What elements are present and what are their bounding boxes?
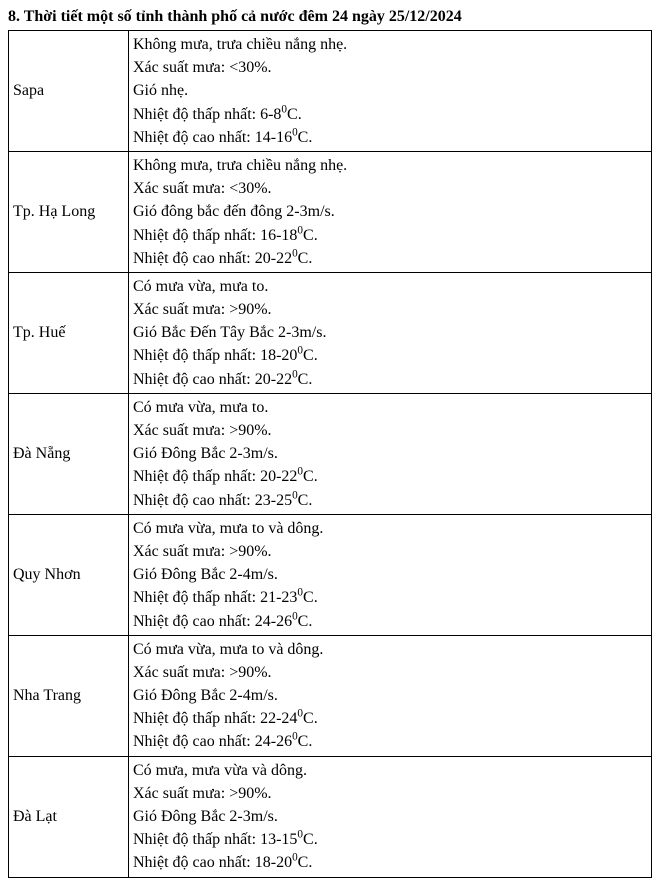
city-cell: Đà Nẵng xyxy=(9,393,129,514)
table-row: Nha TrangCó mưa vừa, mưa to và dông.Xác … xyxy=(9,635,652,756)
precip-line: Xác suất mưa: >90%. xyxy=(133,540,647,563)
city-cell: Tp. Hạ Long xyxy=(9,151,129,272)
city-cell: Quy Nhơn xyxy=(9,514,129,635)
wind-line: Gió Đông Bắc 2-3m/s. xyxy=(133,442,647,465)
precip-line: Xác suất mưa: <30%. xyxy=(133,177,647,200)
precip-line: Xác suất mưa: >90%. xyxy=(133,298,647,321)
forecast-cell: Không mưa, trưa chiều nắng nhẹ.Xác suất … xyxy=(129,151,652,272)
wind-line: Gió Đông Bắc 2-4m/s. xyxy=(133,563,647,586)
low-temp-line: Nhiệt độ thấp nhất: 22-240C. xyxy=(133,707,647,730)
sky-line: Có mưa vừa, mưa to và dông. xyxy=(133,638,647,661)
high-temp-line: Nhiệt độ cao nhất: 18-200C. xyxy=(133,851,647,874)
wind-line: Gió đông bắc đến đông 2-3m/s. xyxy=(133,200,647,223)
weather-table: SapaKhông mưa, trưa chiều nắng nhẹ.Xác s… xyxy=(8,30,652,878)
forecast-cell: Có mưa, mưa vừa và dông.Xác suất mưa: >9… xyxy=(129,756,652,877)
forecast-cell: Có mưa vừa, mưa to.Xác suất mưa: >90%.Gi… xyxy=(129,393,652,514)
city-cell: Đà Lạt xyxy=(9,756,129,877)
sky-line: Có mưa vừa, mưa to. xyxy=(133,275,647,298)
low-temp-line: Nhiệt độ thấp nhất: 20-220C. xyxy=(133,465,647,488)
forecast-cell: Không mưa, trưa chiều nắng nhẹ.Xác suất … xyxy=(129,31,652,152)
high-temp-line: Nhiệt độ cao nhất: 24-260C. xyxy=(133,610,647,633)
precip-line: Xác suất mưa: >90%. xyxy=(133,782,647,805)
low-temp-line: Nhiệt độ thấp nhất: 21-230C. xyxy=(133,586,647,609)
high-temp-line: Nhiệt độ cao nhất: 24-260C. xyxy=(133,730,647,753)
low-temp-line: Nhiệt độ thấp nhất: 16-180C. xyxy=(133,224,647,247)
precip-line: Xác suất mưa: >90%. xyxy=(133,419,647,442)
sky-line: Không mưa, trưa chiều nắng nhẹ. xyxy=(133,154,647,177)
high-temp-line: Nhiệt độ cao nhất: 20-220C. xyxy=(133,247,647,270)
low-temp-line: Nhiệt độ thấp nhất: 13-150C. xyxy=(133,828,647,851)
sky-line: Có mưa, mưa vừa và dông. xyxy=(133,759,647,782)
city-cell: Tp. Huế xyxy=(9,272,129,393)
sky-line: Có mưa vừa, mưa to. xyxy=(133,396,647,419)
low-temp-line: Nhiệt độ thấp nhất: 18-200C. xyxy=(133,344,647,367)
low-temp-line: Nhiệt độ thấp nhất: 6-80C. xyxy=(133,103,647,126)
table-row: Đà LạtCó mưa, mưa vừa và dông.Xác suất m… xyxy=(9,756,652,877)
table-row: Tp. HuếCó mưa vừa, mưa to.Xác suất mưa: … xyxy=(9,272,652,393)
sky-line: Có mưa vừa, mưa to và dông. xyxy=(133,517,647,540)
high-temp-line: Nhiệt độ cao nhất: 14-160C. xyxy=(133,126,647,149)
city-cell: Nha Trang xyxy=(9,635,129,756)
table-row: Tp. Hạ LongKhông mưa, trưa chiều nắng nh… xyxy=(9,151,652,272)
city-cell: Sapa xyxy=(9,31,129,152)
table-row: Quy NhơnCó mưa vừa, mưa to và dông.Xác s… xyxy=(9,514,652,635)
wind-line: Gió nhẹ. xyxy=(133,79,647,102)
wind-line: Gió Đông Bắc 2-4m/s. xyxy=(133,684,647,707)
sky-line: Không mưa, trưa chiều nắng nhẹ. xyxy=(133,33,647,56)
forecast-cell: Có mưa vừa, mưa to.Xác suất mưa: >90%.Gi… xyxy=(129,272,652,393)
precip-line: Xác suất mưa: >90%. xyxy=(133,661,647,684)
precip-line: Xác suất mưa: <30%. xyxy=(133,56,647,79)
wind-line: Gió Đông Bắc 2-3m/s. xyxy=(133,805,647,828)
table-row: SapaKhông mưa, trưa chiều nắng nhẹ.Xác s… xyxy=(9,31,652,152)
forecast-cell: Có mưa vừa, mưa to và dông.Xác suất mưa:… xyxy=(129,635,652,756)
table-row: Đà NẵngCó mưa vừa, mưa to.Xác suất mưa: … xyxy=(9,393,652,514)
forecast-cell: Có mưa vừa, mưa to và dông.Xác suất mưa:… xyxy=(129,514,652,635)
section-title: 8. Thời tiết một số tỉnh thành phố cả nư… xyxy=(8,8,652,26)
high-temp-line: Nhiệt độ cao nhất: 23-250C. xyxy=(133,489,647,512)
wind-line: Gió Bắc Đến Tây Bắc 2-3m/s. xyxy=(133,321,647,344)
high-temp-line: Nhiệt độ cao nhất: 20-220C. xyxy=(133,368,647,391)
